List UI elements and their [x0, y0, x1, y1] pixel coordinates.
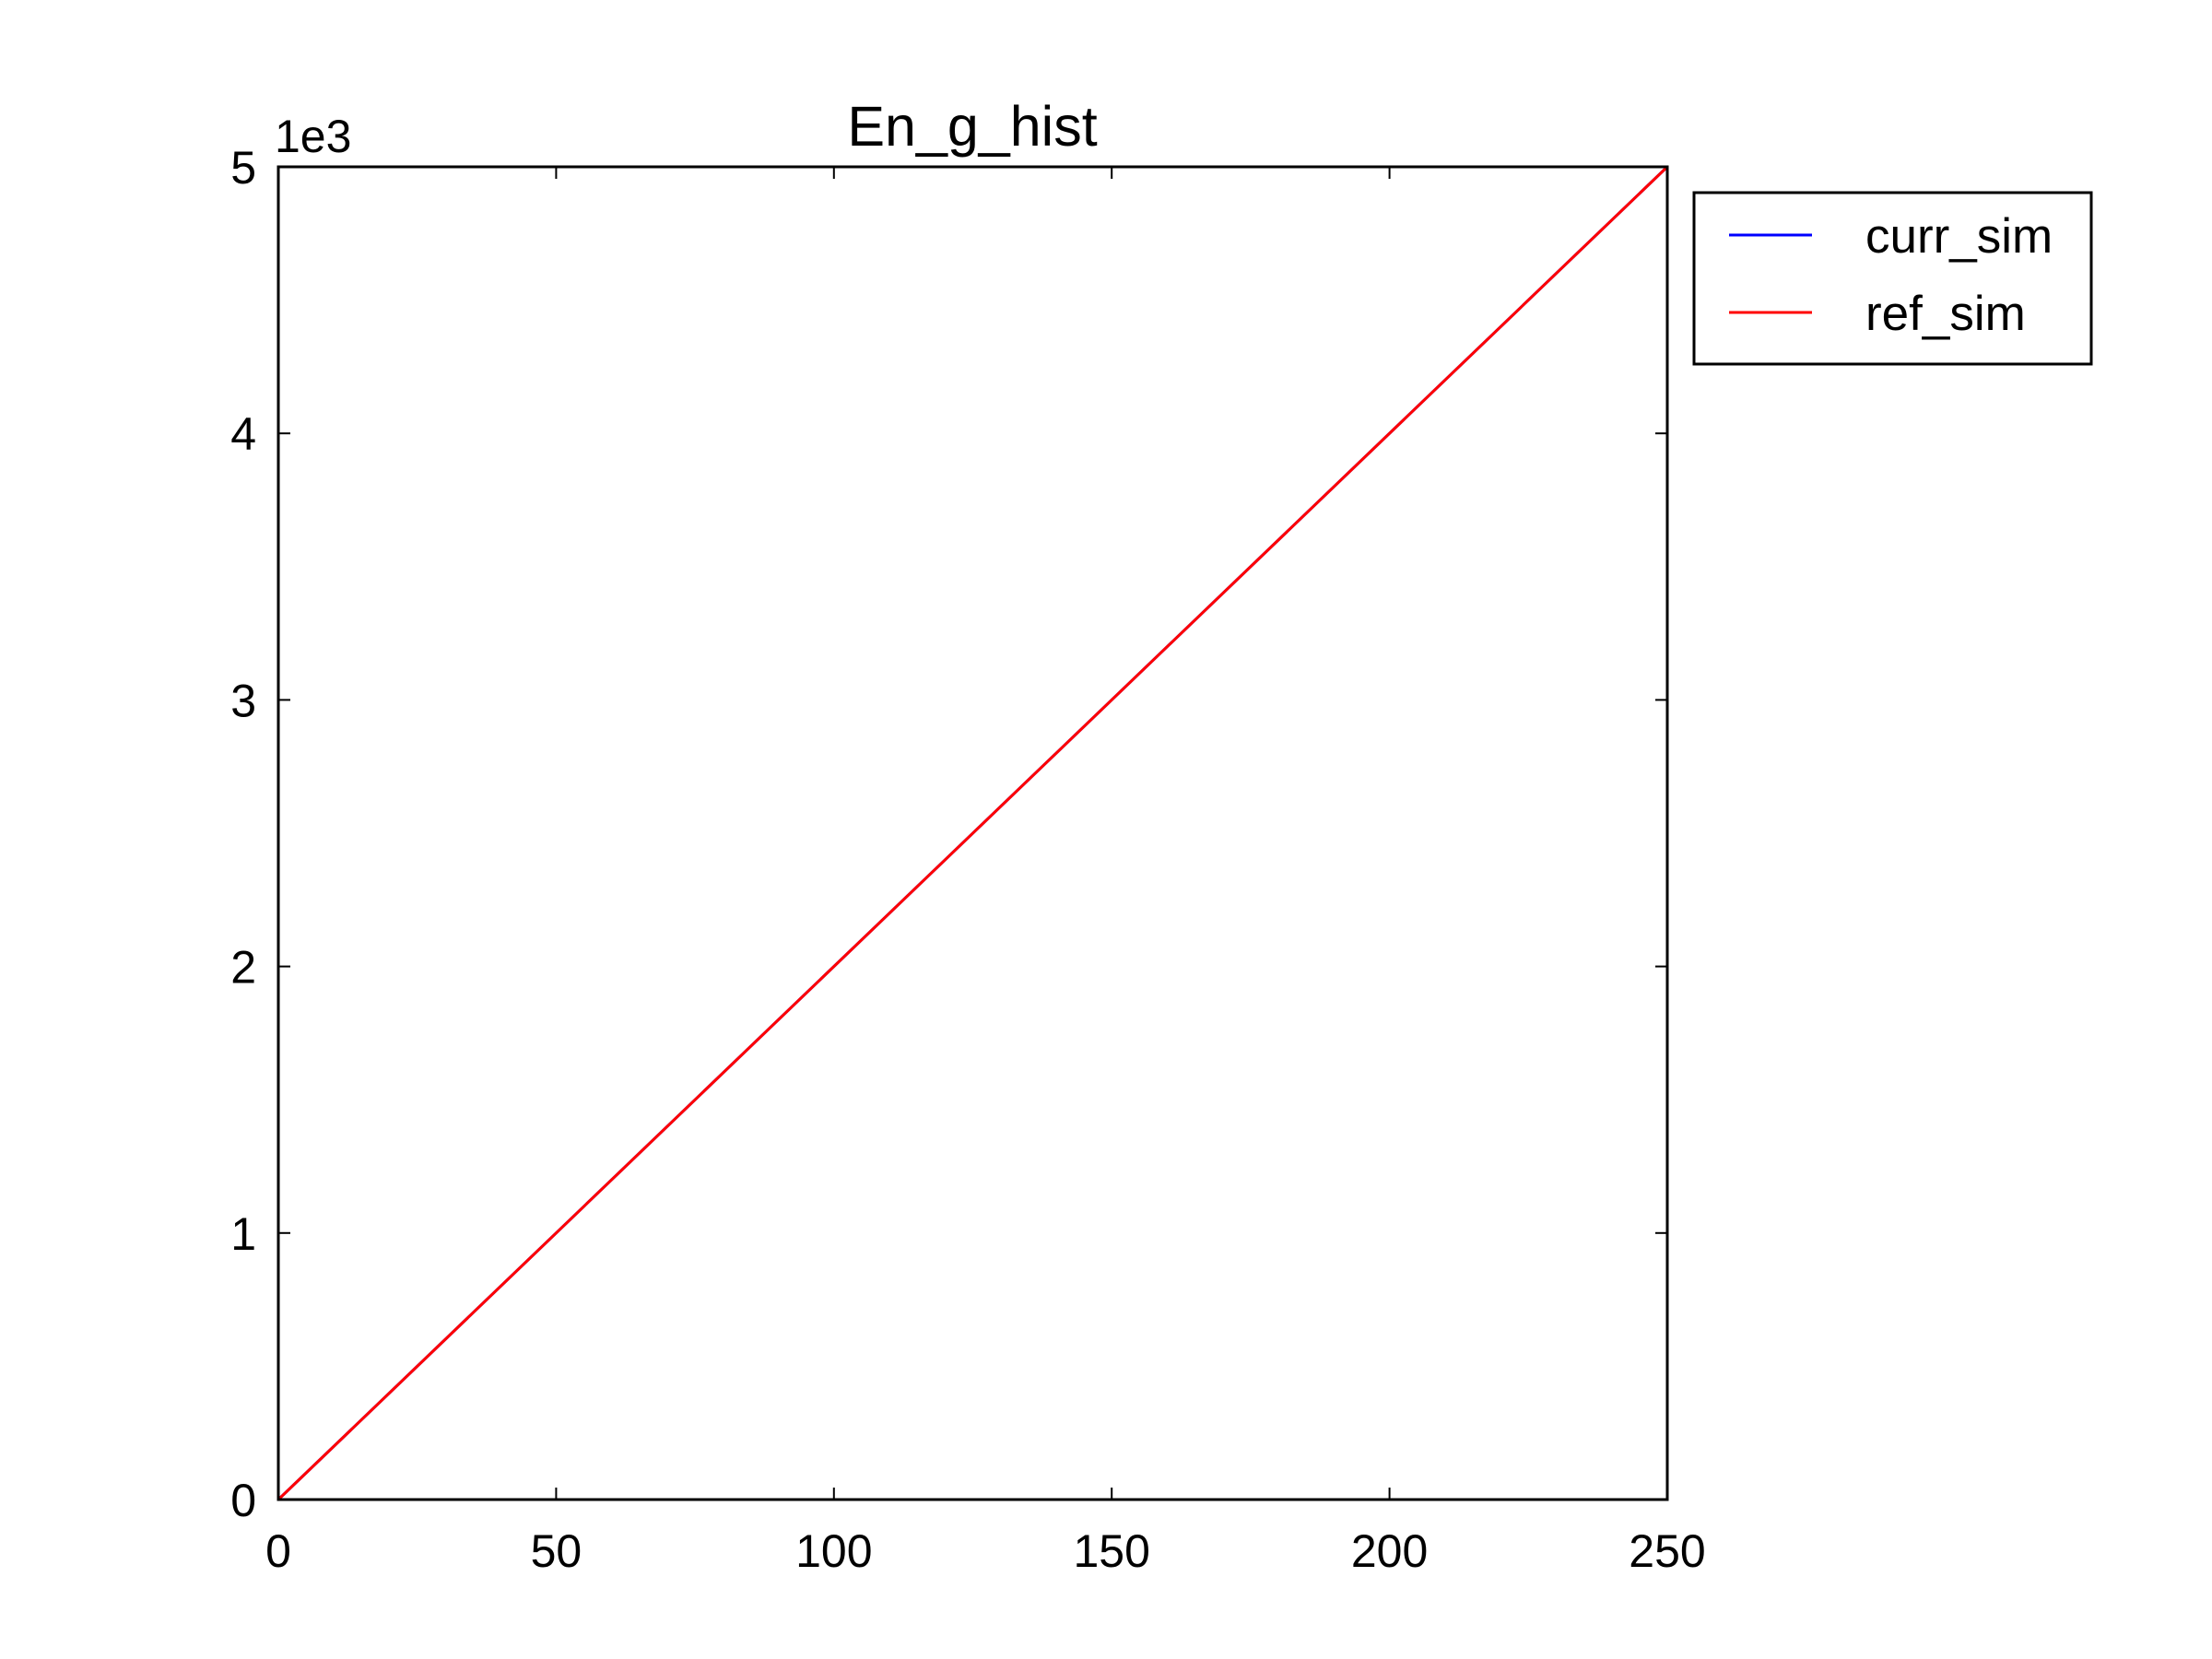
y-tick-label: 3 — [230, 675, 256, 726]
x-tick-label: 100 — [795, 1525, 872, 1577]
legend-label-ref-sim: ref_sim — [1865, 287, 2026, 341]
y-tick-label: 4 — [230, 408, 256, 460]
chart-title: En_g_hist — [847, 95, 1097, 158]
x-tick-label: 0 — [265, 1525, 291, 1577]
x-tick-label: 50 — [531, 1525, 582, 1577]
y-tick-label: 2 — [230, 942, 256, 994]
x-tick-labels: 0 50 100 150 200 250 — [265, 1525, 1706, 1577]
plot-area — [276, 165, 1669, 1501]
axes-frame — [276, 165, 1669, 1501]
legend-entries: curr_sim ref_sim — [1729, 209, 2053, 341]
y-axis-offset-label: 1e3 — [275, 111, 351, 162]
y-tick-label: 1 — [230, 1208, 256, 1260]
x-tick-label: 200 — [1351, 1525, 1428, 1577]
legend-label-curr-sim: curr_sim — [1865, 209, 2053, 264]
series-layer — [276, 165, 1669, 1501]
x-tick-label: 250 — [1629, 1525, 1705, 1577]
x-tick-label: 150 — [1073, 1525, 1149, 1577]
legend-box — [1692, 191, 2093, 366]
series-line-ref-sim — [276, 165, 1669, 1501]
y-tick-label: 5 — [230, 142, 256, 194]
legend: curr_sim ref_sim — [1692, 191, 2093, 366]
y-tick-labels: 0 1 2 3 4 5 — [230, 142, 256, 1526]
y-tick-label: 0 — [230, 1475, 256, 1526]
